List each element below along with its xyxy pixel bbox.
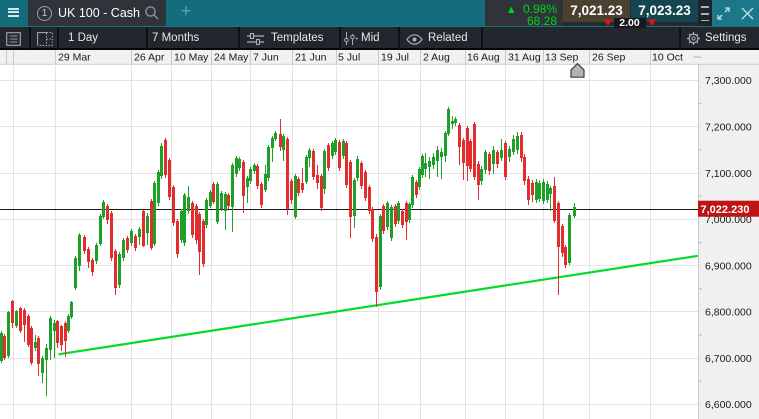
svg-text:24 May: 24 May [214, 52, 249, 64]
svg-text:7 Jun: 7 Jun [253, 52, 279, 64]
svg-text:26 Apr: 26 Apr [134, 52, 165, 64]
svg-text:7,022.230: 7,022.230 [701, 204, 750, 216]
svg-text:6,800.000: 6,800.000 [705, 307, 752, 319]
svg-text:31 Aug: 31 Aug [508, 52, 541, 64]
svg-text:19 Jul: 19 Jul [381, 52, 409, 64]
svg-text:10 May: 10 May [174, 52, 209, 64]
svg-text:7,000.000: 7,000.000 [705, 214, 752, 226]
svg-text:26 Sep: 26 Sep [592, 52, 625, 64]
svg-text:7,100.000: 7,100.000 [705, 168, 752, 180]
svg-text:21 Jun: 21 Jun [295, 52, 327, 64]
svg-text:10 Oct: 10 Oct [652, 52, 683, 64]
svg-text:6,700.000: 6,700.000 [705, 353, 752, 365]
svg-text:5 Jul: 5 Jul [338, 52, 360, 64]
svg-text:6,600.000: 6,600.000 [705, 399, 752, 411]
svg-text:7,300.000: 7,300.000 [705, 75, 752, 87]
svg-text:29 Mar: 29 Mar [58, 52, 91, 64]
svg-text:6,900.000: 6,900.000 [705, 260, 752, 272]
svg-text:13 Sep: 13 Sep [545, 52, 578, 64]
svg-text:7,200.000: 7,200.000 [705, 122, 752, 134]
svg-text:2 Aug: 2 Aug [423, 52, 450, 64]
svg-text:16 Aug: 16 Aug [467, 52, 500, 64]
